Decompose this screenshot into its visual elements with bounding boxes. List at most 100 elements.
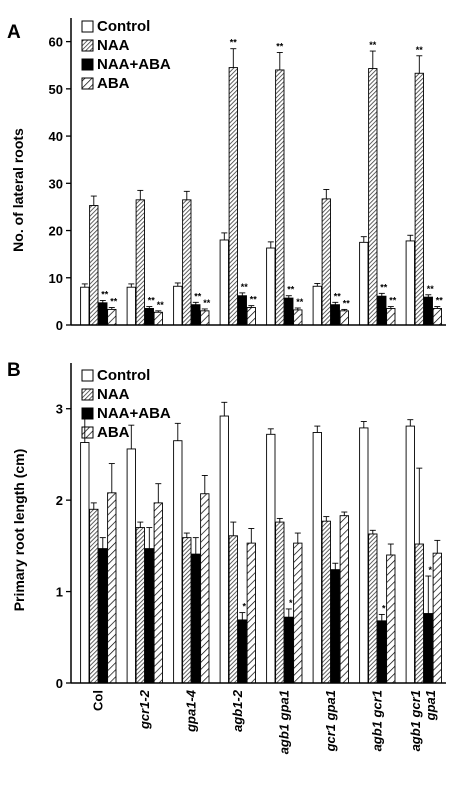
bar: [107, 308, 117, 326]
bar: [312, 285, 322, 326]
category-labels: Col gcr1-2 gpa1-4 agb1-2 agb1 gpa1 gcr1 gpa1 a…: [90, 689, 438, 754]
bar: [191, 553, 201, 684]
significance-mark: **: [389, 296, 397, 306]
legend-label: NAA+ABA: [97, 56, 171, 73]
legend-label: Control: [97, 18, 150, 35]
bar: [405, 240, 415, 326]
panel-a-bars: **** ** **********************************: [80, 38, 444, 326]
significance-mark: **: [250, 295, 258, 305]
panel-a-y-axis-title: No. of lateral roots: [10, 128, 26, 252]
bar: [173, 285, 183, 326]
bar: [191, 304, 201, 326]
significance-mark: **: [416, 45, 424, 55]
bar: [405, 425, 415, 684]
bar: [321, 520, 331, 684]
bar: [275, 69, 285, 326]
legend-swatch: [81, 426, 94, 439]
panel-b-y-axis-title: Primary root length (cm): [11, 449, 27, 612]
bar: [107, 492, 117, 684]
legend-label: ABA: [97, 75, 130, 92]
panel-a-y-tick-label: 10: [49, 271, 63, 286]
significance-mark: **: [436, 296, 444, 306]
legend-swatch: [81, 388, 94, 401]
significance-mark: **: [380, 282, 388, 292]
bar: [423, 296, 433, 326]
significance-mark: *: [243, 602, 247, 612]
bar: [98, 302, 108, 326]
bar: [135, 527, 145, 684]
bar: [293, 309, 303, 326]
significance-mark: **: [334, 291, 342, 301]
significance-mark: **: [194, 291, 202, 301]
panel-a: A No. of lateral roots Control NAA NAA+ABA…: [7, 18, 446, 333]
bar: [330, 304, 340, 326]
category-label: agb1 gcr1: [369, 690, 384, 751]
bar: [246, 307, 256, 326]
bar: [173, 440, 183, 684]
legend-swatch: [81, 58, 94, 71]
significance-mark: **: [369, 40, 377, 50]
significance-mark: **: [148, 296, 156, 306]
bar: [266, 433, 276, 684]
legend-label: Control: [97, 367, 150, 384]
bar: [293, 542, 303, 684]
significance-mark: *: [382, 603, 386, 613]
category-label: gpa1-4: [183, 689, 198, 733]
significance-mark: *: [289, 598, 293, 608]
bar: [432, 552, 442, 684]
significance-mark: **: [157, 300, 165, 310]
bar: [359, 427, 369, 684]
legend-swatch: [81, 20, 94, 33]
significance-mark: **: [427, 284, 435, 294]
category-label: agb1 gcr1: [408, 690, 423, 751]
bar: [368, 68, 378, 326]
panel-b-y-tick-label: 3: [56, 402, 63, 417]
bar: [135, 199, 145, 326]
bar: [321, 198, 331, 326]
significance-mark: **: [101, 289, 109, 299]
bar: [228, 535, 238, 684]
bar: [182, 199, 192, 326]
legend-swatch: [81, 369, 94, 382]
category-label: agb1-2: [230, 689, 245, 732]
bar: [237, 619, 247, 684]
bar: [377, 295, 387, 326]
bar: [144, 308, 154, 326]
bar: [80, 286, 90, 326]
significance-mark: **: [110, 297, 118, 307]
bar: [386, 308, 396, 326]
panel-a-y-tick-label: 50: [49, 82, 63, 97]
significance-mark: **: [203, 298, 211, 308]
bar: [219, 415, 229, 684]
panel-a-label: A: [7, 22, 21, 43]
bar: [266, 247, 276, 326]
bar: [200, 493, 210, 684]
panel-a-y-tick-label: 20: [49, 224, 63, 239]
legend-label: ABA: [97, 424, 130, 441]
legend-swatch: [81, 39, 94, 52]
bar: [284, 616, 294, 684]
bar: [228, 67, 238, 326]
bar: [246, 542, 256, 684]
significance-mark: **: [276, 41, 284, 51]
panel-b-bars: * * * *: [80, 401, 442, 684]
legend-swatch: [81, 77, 94, 90]
bar: [414, 543, 424, 684]
significance-mark: **: [343, 298, 351, 308]
panel-b-y-tick-label: 2: [56, 493, 63, 508]
significance-mark: **: [287, 285, 295, 295]
bar: [414, 72, 424, 326]
category-label: gpa1: [423, 690, 438, 721]
bar: [89, 508, 99, 684]
bar: [359, 241, 369, 326]
category-label: Col: [90, 690, 105, 711]
significance-mark: **: [296, 297, 304, 307]
legend-label: NAA: [97, 386, 130, 403]
bar: [432, 308, 442, 326]
significance-mark: **: [241, 282, 249, 292]
bar: [312, 432, 322, 684]
bar: [339, 310, 349, 326]
bar: [89, 205, 99, 326]
bar: [144, 548, 154, 684]
